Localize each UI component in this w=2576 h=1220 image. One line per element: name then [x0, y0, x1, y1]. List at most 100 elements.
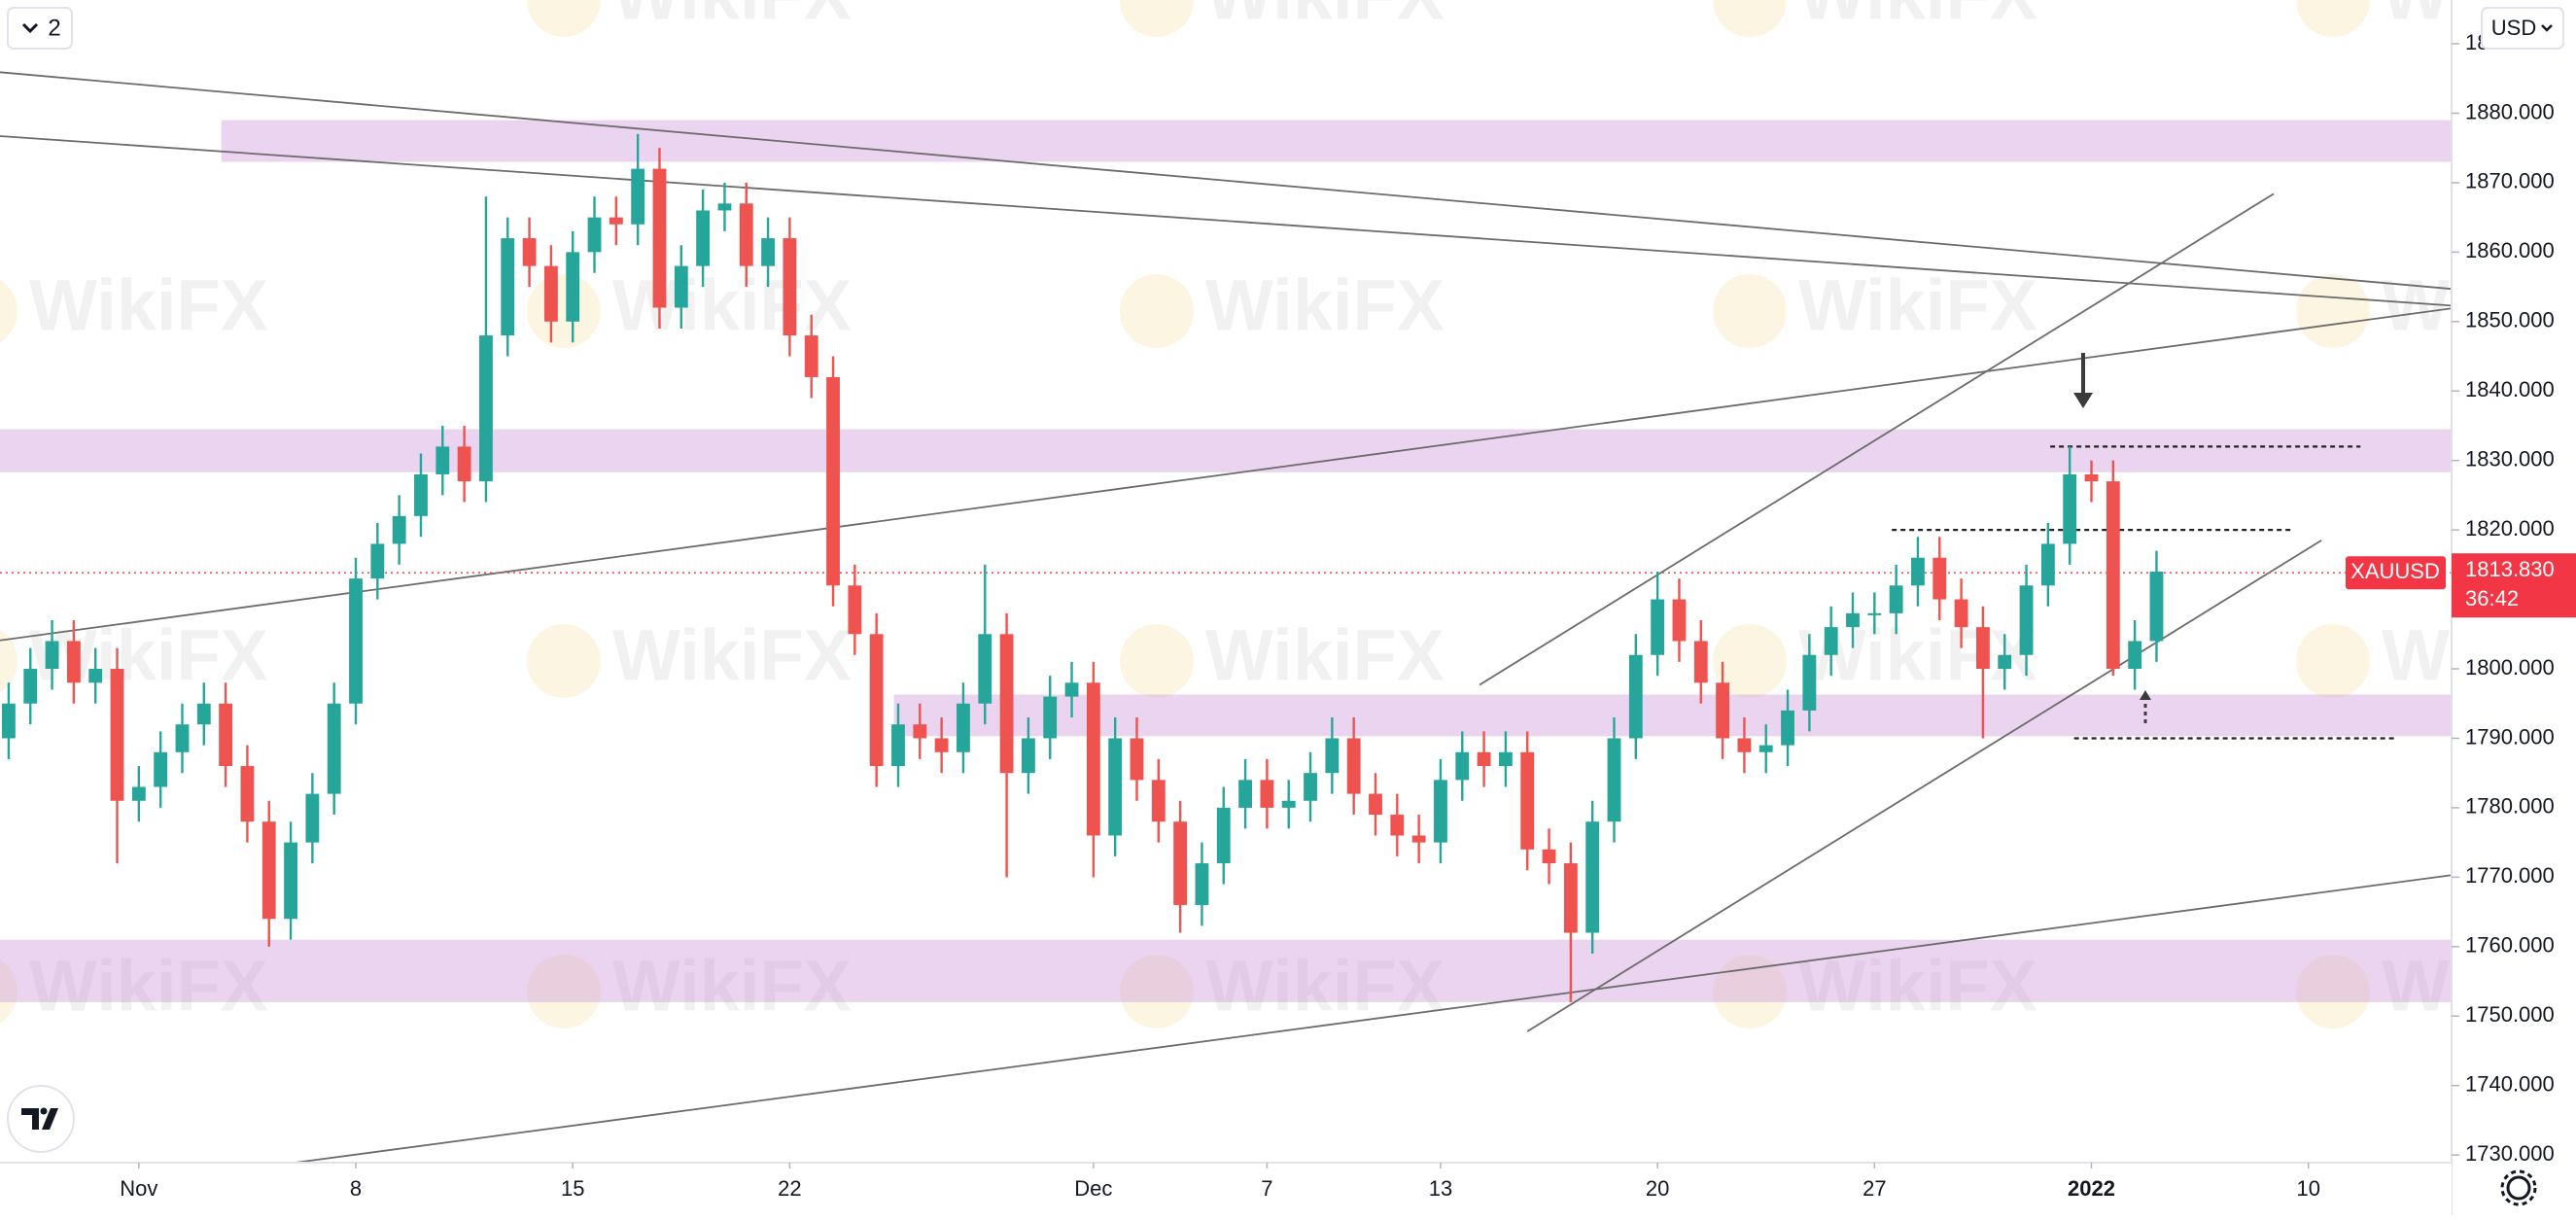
zone	[0, 939, 2452, 1002]
watermark-icon	[1120, 0, 1194, 37]
watermark: WikiFX	[1798, 946, 2037, 1027]
trendline	[1479, 192, 2275, 686]
candle-body	[1693, 641, 1708, 683]
candle-body	[2063, 473, 2077, 544]
candle-body	[543, 265, 558, 322]
candle-body	[1628, 654, 1643, 739]
candle-body	[674, 265, 688, 308]
y-tick-label: 1840.000	[2465, 377, 2555, 401]
x-tick-label: 22	[778, 1176, 801, 1201]
candle-body	[522, 238, 537, 266]
watermark: WikiFX	[1205, 265, 1445, 346]
x-tick-label: 20	[1646, 1176, 1669, 1201]
currency-label: USD	[2491, 16, 2536, 40]
candle-body	[1607, 738, 1621, 822]
watermark-icon	[527, 955, 601, 1028]
candle-body	[1151, 780, 1166, 822]
x-tick-label: 2022	[2068, 1176, 2115, 1201]
currency-button[interactable]: USD	[2481, 7, 2564, 50]
candle-body	[1281, 800, 1296, 808]
candle-body	[913, 724, 927, 739]
zone	[221, 120, 2452, 162]
watermark: WikiFX	[1205, 946, 1445, 1027]
countdown-label: 36:42	[2465, 586, 2519, 610]
settings-button[interactable]	[2500, 1169, 2537, 1206]
candle-body	[1390, 815, 1405, 836]
y-tick-label: 1740.000	[2465, 1072, 2555, 1097]
candle-body	[479, 335, 493, 482]
watermark-icon	[527, 0, 601, 37]
candle-body	[783, 238, 797, 336]
candle-body	[1911, 557, 1925, 586]
watermark-icon	[1713, 955, 1787, 1028]
y-tick-label: 1770.000	[2465, 863, 2555, 888]
y-tick-label: 1820.000	[2465, 516, 2555, 540]
candle-body	[501, 238, 515, 336]
x-tick-label: 15	[561, 1176, 584, 1201]
candle-body	[392, 515, 406, 544]
watermark: WikiFX	[612, 615, 852, 696]
candle-body	[1737, 738, 1752, 752]
watermark-icon	[2296, 0, 2370, 37]
candle-body	[219, 703, 233, 767]
collapse-button[interactable]: 2	[7, 7, 73, 50]
candle-body	[1954, 599, 1968, 628]
badge-count: 2	[48, 15, 60, 41]
candle-body	[891, 724, 905, 767]
candle-body	[717, 203, 732, 211]
y-tick-label: 1750.000	[2465, 1002, 2555, 1027]
x-tick-label: 7	[1261, 1176, 1272, 1201]
watermark-icon	[1713, 274, 1787, 348]
watermark-icon	[527, 274, 601, 348]
candle-body	[826, 376, 840, 586]
trendline	[295, 874, 2452, 1163]
watermark: WikiFX	[1798, 0, 2037, 35]
watermark-icon	[2296, 955, 2370, 1028]
candle-body	[1195, 863, 1209, 905]
candle-body	[1477, 751, 1491, 767]
candle-body	[999, 634, 1014, 774]
watermark: WikiFX	[29, 265, 268, 346]
candle-body	[1173, 821, 1188, 905]
candle-body	[1021, 738, 1035, 774]
watermark-icon	[2296, 274, 2370, 348]
candle-body	[566, 252, 580, 322]
trendline	[0, 307, 2452, 642]
candle-body	[1304, 773, 1317, 801]
candle-body	[1802, 654, 1817, 711]
candle-body	[587, 217, 602, 253]
candle-body	[1889, 585, 1903, 613]
y-tick-label: 1880.000	[2465, 99, 2555, 123]
candle-body	[1932, 557, 1947, 600]
candle-body	[261, 821, 276, 920]
candle-body	[1043, 696, 1058, 739]
watermark-icon	[527, 624, 601, 698]
candle-body	[1498, 751, 1513, 767]
candle-body	[1064, 682, 1079, 697]
watermark-icon	[2296, 624, 2370, 698]
candle-body	[631, 168, 645, 225]
y-tick-label: 1830.000	[2465, 446, 2555, 471]
trendline	[1526, 540, 2322, 1032]
x-tick-label: 13	[1429, 1176, 1452, 1201]
candle-body	[652, 168, 667, 308]
candle-body	[848, 585, 862, 635]
candle-body	[1846, 612, 1860, 628]
watermark: WikiFX	[29, 946, 268, 1027]
x-tick-label: 27	[1862, 1176, 1886, 1201]
y-tick-label: 1730.000	[2465, 1141, 2555, 1166]
candle-body	[1975, 627, 1990, 670]
logo[interactable]	[7, 1085, 75, 1153]
watermark: WikiFX	[2382, 0, 2576, 35]
candle-body	[1563, 863, 1578, 933]
candle-body	[435, 446, 450, 474]
candle-body	[2084, 473, 2099, 482]
watermark: WikiFX	[612, 946, 852, 1027]
y-tick-label: 1870.000	[2465, 169, 2555, 193]
candle-body	[869, 634, 884, 767]
y-tick-label: 1850.000	[2465, 308, 2555, 332]
candle-body	[305, 793, 320, 843]
watermark: WikiFX	[1205, 0, 1445, 35]
candle-body	[1455, 751, 1470, 781]
